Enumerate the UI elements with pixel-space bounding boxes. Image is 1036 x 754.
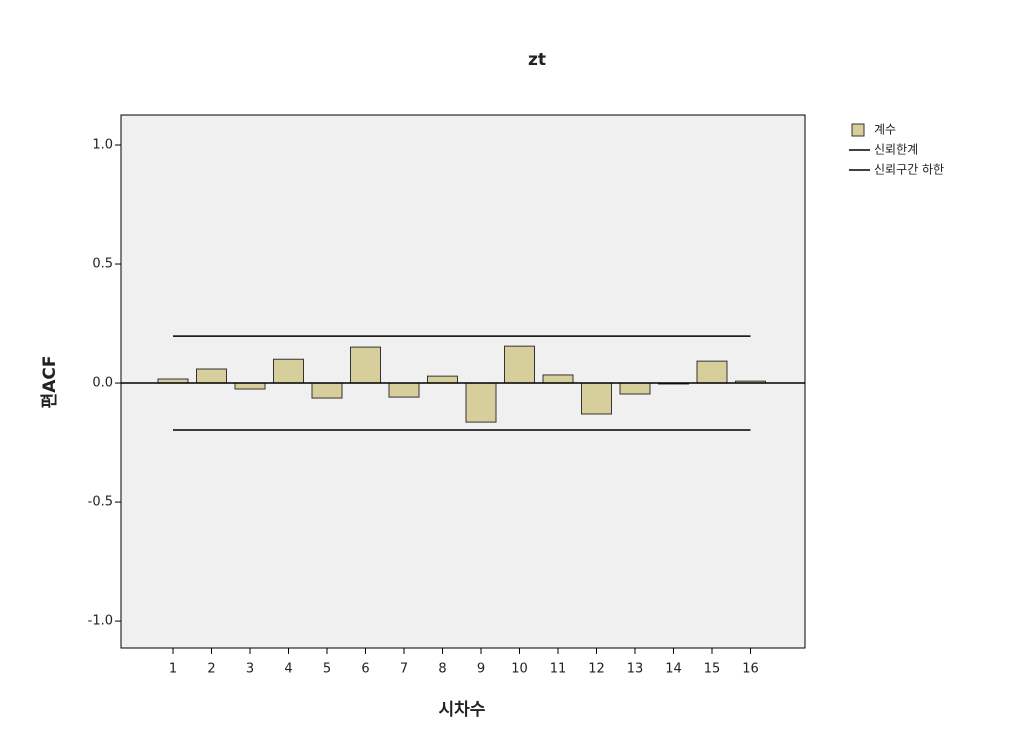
y-tick-label: 0.5 bbox=[92, 257, 113, 272]
bar bbox=[581, 382, 612, 415]
x-tick-label: 1 bbox=[169, 662, 177, 677]
bar bbox=[388, 382, 420, 398]
bar bbox=[696, 360, 728, 384]
bar bbox=[350, 346, 381, 384]
bar bbox=[196, 368, 227, 384]
plot-area bbox=[120, 114, 806, 649]
x-tick-label: 3 bbox=[246, 662, 254, 677]
x-tick-label: 6 bbox=[361, 662, 369, 677]
chart-title: zt bbox=[528, 50, 546, 70]
y-axis-title: 편ACF bbox=[40, 356, 60, 409]
bar bbox=[427, 375, 458, 384]
x-tick-label: 8 bbox=[438, 662, 446, 677]
y-tick-label: 0.0 bbox=[92, 376, 113, 391]
bar bbox=[273, 358, 304, 384]
x-tick-label: 14 bbox=[665, 662, 682, 677]
x-tick-label: 9 bbox=[477, 662, 485, 677]
bar bbox=[619, 382, 651, 395]
x-tick-label: 12 bbox=[588, 662, 605, 677]
bar bbox=[504, 345, 535, 384]
x-tick-label: 4 bbox=[284, 662, 292, 677]
x-tick-label: 5 bbox=[323, 662, 331, 677]
x-axis-title: 시차수 bbox=[439, 700, 486, 720]
bar bbox=[234, 382, 266, 390]
x-tick-label: 15 bbox=[704, 662, 721, 677]
legend-label: 신뢰한계 bbox=[874, 143, 918, 157]
legend-label: 신뢰구간 하한 bbox=[874, 163, 944, 177]
x-tick-label: 13 bbox=[627, 662, 644, 677]
bar bbox=[542, 374, 574, 384]
x-tick-label: 7 bbox=[400, 662, 408, 677]
x-tick-label: 2 bbox=[207, 662, 215, 677]
y-tick-label: 1.0 bbox=[92, 137, 113, 152]
bar bbox=[465, 382, 497, 423]
bar bbox=[311, 382, 343, 399]
x-tick-label: 11 bbox=[550, 662, 567, 677]
legend-label: 계수 bbox=[874, 123, 896, 137]
y-tick-label: -0.5 bbox=[88, 495, 113, 510]
legend-swatch bbox=[851, 123, 865, 137]
x-tick-label: 16 bbox=[742, 662, 759, 677]
x-tick-label: 10 bbox=[511, 662, 528, 677]
y-tick-label: -1.0 bbox=[88, 614, 113, 629]
